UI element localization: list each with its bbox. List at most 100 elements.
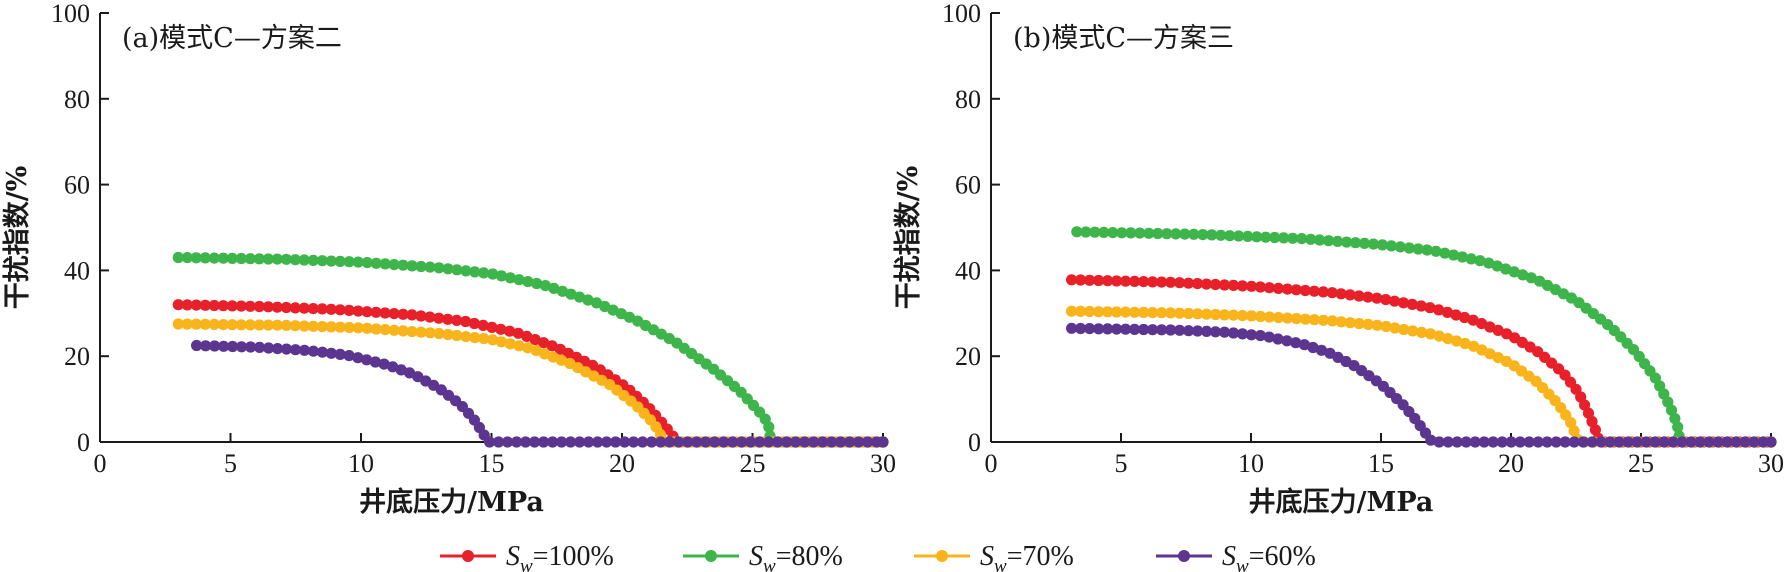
data-point bbox=[718, 436, 730, 448]
data-point bbox=[227, 340, 239, 353]
data-point bbox=[1508, 266, 1520, 278]
legend-var-subscript: w bbox=[520, 556, 533, 572]
data-point bbox=[1129, 306, 1141, 318]
data-point bbox=[253, 319, 265, 331]
data-point bbox=[1066, 274, 1078, 286]
x-axis-label: 井底压力/MPa bbox=[359, 486, 544, 518]
data-point bbox=[442, 313, 454, 325]
data-point bbox=[1308, 285, 1320, 297]
data-point bbox=[352, 256, 364, 268]
y-axis-label: 干扰指数/% bbox=[893, 166, 924, 310]
data-point bbox=[1174, 307, 1186, 319]
legend-var: S bbox=[980, 541, 994, 572]
data-point bbox=[442, 263, 454, 275]
data-point bbox=[334, 348, 346, 360]
x-tick-label: 10 bbox=[348, 449, 374, 478]
data-point bbox=[298, 320, 310, 332]
data-point bbox=[504, 338, 516, 350]
data-point bbox=[1467, 314, 1479, 326]
data-point bbox=[1245, 329, 1257, 341]
data-point bbox=[1210, 308, 1222, 321]
data-point bbox=[1335, 316, 1347, 328]
data-point bbox=[877, 436, 889, 448]
data-point bbox=[379, 307, 391, 319]
y-tick-label: 100 bbox=[51, 0, 90, 28]
data-point bbox=[1071, 226, 1083, 238]
data-point bbox=[316, 321, 328, 333]
data-point bbox=[1197, 229, 1209, 241]
data-point bbox=[388, 324, 400, 336]
legend-marker bbox=[936, 550, 948, 562]
x-tick-label: 10 bbox=[1238, 449, 1264, 478]
data-point bbox=[1450, 335, 1463, 347]
data-point bbox=[217, 319, 229, 331]
data-point bbox=[1335, 288, 1347, 300]
data-point bbox=[1191, 278, 1204, 290]
data-point bbox=[352, 322, 364, 334]
data-point bbox=[1595, 436, 1607, 448]
data-point bbox=[1254, 310, 1267, 323]
data-point bbox=[1111, 306, 1123, 318]
data-point bbox=[1389, 322, 1401, 334]
data-point bbox=[397, 259, 409, 271]
data-point bbox=[1514, 436, 1526, 448]
data-point bbox=[1604, 436, 1616, 448]
x-tick-label: 15 bbox=[479, 449, 505, 478]
data-point bbox=[745, 436, 757, 448]
data-point bbox=[1251, 231, 1263, 243]
data-point bbox=[727, 436, 739, 448]
data-point bbox=[1730, 436, 1742, 448]
legend-marker bbox=[1178, 550, 1190, 562]
data-point bbox=[763, 421, 775, 433]
data-point bbox=[1685, 436, 1697, 448]
data-point bbox=[1156, 307, 1168, 319]
data-point bbox=[646, 436, 658, 448]
legend-label: Sw=80% bbox=[749, 541, 843, 572]
data-point bbox=[191, 339, 203, 352]
data-point bbox=[538, 337, 550, 349]
legend-entry: Sw=80% bbox=[683, 541, 843, 572]
data-point bbox=[1254, 281, 1266, 293]
data-point bbox=[781, 436, 793, 448]
data-point bbox=[1165, 324, 1177, 336]
data-point bbox=[1165, 276, 1177, 288]
data-point bbox=[1102, 275, 1114, 287]
data-point bbox=[316, 303, 328, 315]
data-point bbox=[460, 265, 472, 277]
data-point bbox=[531, 277, 543, 290]
y-tick-label: 40 bbox=[955, 256, 981, 285]
data-point bbox=[637, 436, 649, 448]
data-point bbox=[1550, 436, 1562, 448]
data-point bbox=[565, 436, 577, 448]
data-point bbox=[495, 336, 507, 348]
data-point bbox=[1281, 283, 1293, 295]
data-point bbox=[1672, 421, 1684, 433]
data-point bbox=[1183, 325, 1195, 337]
data-point bbox=[547, 351, 559, 363]
data-point bbox=[1188, 228, 1200, 240]
legend-entry: Sw=70% bbox=[914, 541, 1074, 572]
data-point bbox=[190, 299, 202, 311]
data-point bbox=[1308, 314, 1320, 326]
series-60% bbox=[1066, 322, 1777, 448]
data-point bbox=[1245, 280, 1258, 292]
data-point bbox=[1380, 294, 1392, 306]
data-point bbox=[1299, 313, 1311, 325]
data-point bbox=[1305, 233, 1317, 245]
data-point bbox=[1398, 323, 1410, 336]
data-point bbox=[1263, 331, 1275, 343]
data-point bbox=[236, 341, 248, 353]
data-point bbox=[520, 436, 532, 448]
data-point bbox=[271, 319, 283, 331]
data-point bbox=[199, 299, 211, 311]
x-tick-label: 25 bbox=[1628, 449, 1654, 478]
data-point bbox=[1459, 311, 1471, 324]
data-point bbox=[1200, 278, 1213, 290]
data-point bbox=[1425, 434, 1437, 446]
data-point bbox=[763, 436, 775, 448]
data-point bbox=[271, 301, 283, 313]
y-tick-label: 60 bbox=[64, 171, 90, 200]
data-point bbox=[1478, 436, 1490, 448]
data-point bbox=[1765, 436, 1777, 448]
data-point bbox=[574, 436, 586, 448]
